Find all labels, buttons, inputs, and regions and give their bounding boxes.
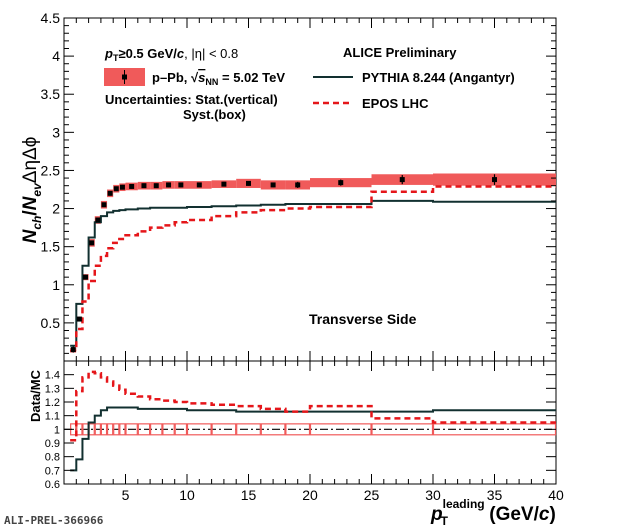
data-point: [295, 182, 301, 188]
ratio-syst-box: [236, 423, 261, 436]
data-point: [129, 183, 135, 189]
top-y-tick-label: 3: [52, 124, 60, 140]
top-epos-curve: [70, 185, 556, 353]
pythia-line: [70, 199, 556, 347]
ratio-syst-box: [113, 423, 120, 436]
data-point: [196, 182, 202, 188]
data-point: [95, 217, 101, 223]
ratio-y-axis-label: Data/MC: [28, 369, 43, 422]
top-y-tick-label: 1: [52, 277, 60, 293]
ratio-syst-box: [174, 423, 188, 436]
top-data-points: [70, 174, 497, 353]
ratio-pythia-line: [70, 406, 556, 472]
top-y-tick-label: 4: [52, 48, 60, 64]
ratio-y-tick-label: 1.4: [45, 370, 60, 382]
ratio-y-tick-label: 0.7: [45, 465, 60, 477]
ratio-syst-box: [150, 423, 163, 436]
data-point: [70, 347, 76, 353]
data-point: [221, 181, 227, 187]
ratio-syst-box: [186, 423, 212, 436]
top-y-tick-label: 2: [52, 201, 60, 217]
ratio-y-tick-label: 1.3: [45, 383, 60, 395]
x-tick-label: 35: [487, 487, 503, 503]
ratio-syst-box: [106, 423, 114, 436]
data-point: [338, 180, 344, 186]
ratio-y-tick-label: 1: [54, 424, 60, 436]
ratio-y-tick-label: 0.9: [45, 438, 60, 450]
legend-data-marker: [122, 74, 127, 80]
data-point: [113, 186, 119, 192]
data-point: [107, 190, 113, 196]
ratio-syst-box: [137, 423, 151, 436]
top-y-tick-label: 3.5: [41, 86, 61, 102]
data-point: [492, 177, 497, 183]
ratio-pythia-curve: [70, 406, 556, 472]
top-y-tick-label: 0.5: [41, 315, 61, 331]
ratio-syst-box: [285, 423, 311, 436]
ratio-syst-box: [119, 423, 126, 436]
ratio-axes: 0.6 0.70.8 0.9 11.1 1.2 1.31.4 5 10 15 20 25 30 35 40: [45, 361, 564, 503]
footer-preliminary-id: ALI-PREL-366966: [4, 514, 104, 527]
legend-epos-label: EPOS LHC: [362, 96, 429, 111]
top-y-tick-label: 4.5: [41, 10, 61, 26]
legend-data-label: p–Pb, √sNN = 5.02 TeV: [152, 70, 285, 87]
ratio-syst-box: [125, 423, 138, 436]
ratio-syst-box: [371, 423, 434, 436]
ratio-syst-box: [260, 423, 286, 436]
top-pythia-curve: [70, 199, 556, 347]
data-point: [246, 180, 251, 186]
kinematic-cut-label: pT≥0.5 GeV/c, |η| < 0.8: [104, 46, 238, 63]
top-axes: 0.5 1 1.5 2 2.5 3 3.5 4 4.5: [41, 10, 556, 361]
data-point: [153, 183, 159, 189]
uncertainties-label-line2: Syst.(box): [183, 107, 246, 122]
data-point: [399, 177, 405, 183]
ratio-y-tick-label: 0.6: [45, 479, 60, 491]
x-tick-label: 40: [548, 487, 564, 503]
uncertainties-label-line1: Uncertainties: Stat.(vertical): [105, 92, 278, 107]
ratio-y-tick-label: 1.1: [45, 411, 60, 423]
ratio-epos-curve: [70, 370, 556, 442]
ratio-syst-box: [211, 423, 237, 436]
epos-line: [70, 185, 556, 353]
x-tick-label: 5: [122, 487, 130, 503]
data-point: [270, 182, 276, 188]
legend-pythia-label: PYTHIA 8.244 (Angantyr): [362, 70, 515, 85]
top-y-axis-label: Nch/NevΔηΔϕ: [20, 137, 44, 244]
data-point: [119, 184, 125, 190]
x-tick-label: 15: [241, 487, 257, 503]
data-point: [89, 240, 95, 246]
ratio-syst-box: [162, 423, 175, 436]
ratio-syst-box: [94, 423, 102, 436]
ratio-y-tick-label: 1.2: [45, 397, 60, 409]
x-axis-label: pleading T (GeV/c): [430, 497, 556, 528]
ratio-syst-box: [76, 423, 83, 436]
x-tick-label: 25: [364, 487, 380, 503]
ratio-y-tick-label: 0.8: [45, 452, 60, 464]
transverse-side-label: Transverse Side: [309, 311, 417, 327]
x-tick-label: 10: [179, 487, 195, 503]
data-point: [76, 316, 82, 322]
data-point: [83, 274, 89, 280]
x-tick-label: 20: [302, 487, 318, 503]
data-point: [101, 202, 107, 208]
top-y-tick-label: 1.5: [41, 239, 61, 255]
ratio-epos-line: [70, 370, 556, 442]
data-point: [166, 182, 172, 188]
ratio-syst-box: [100, 423, 108, 436]
data-point: [178, 182, 184, 188]
x-tick-label: 30: [425, 487, 441, 503]
top-y-tick-label: 2.5: [41, 162, 61, 178]
alice-preliminary-label: ALICE Preliminary: [343, 45, 457, 60]
ratio-syst-box: [309, 423, 372, 436]
data-point: [141, 183, 147, 189]
